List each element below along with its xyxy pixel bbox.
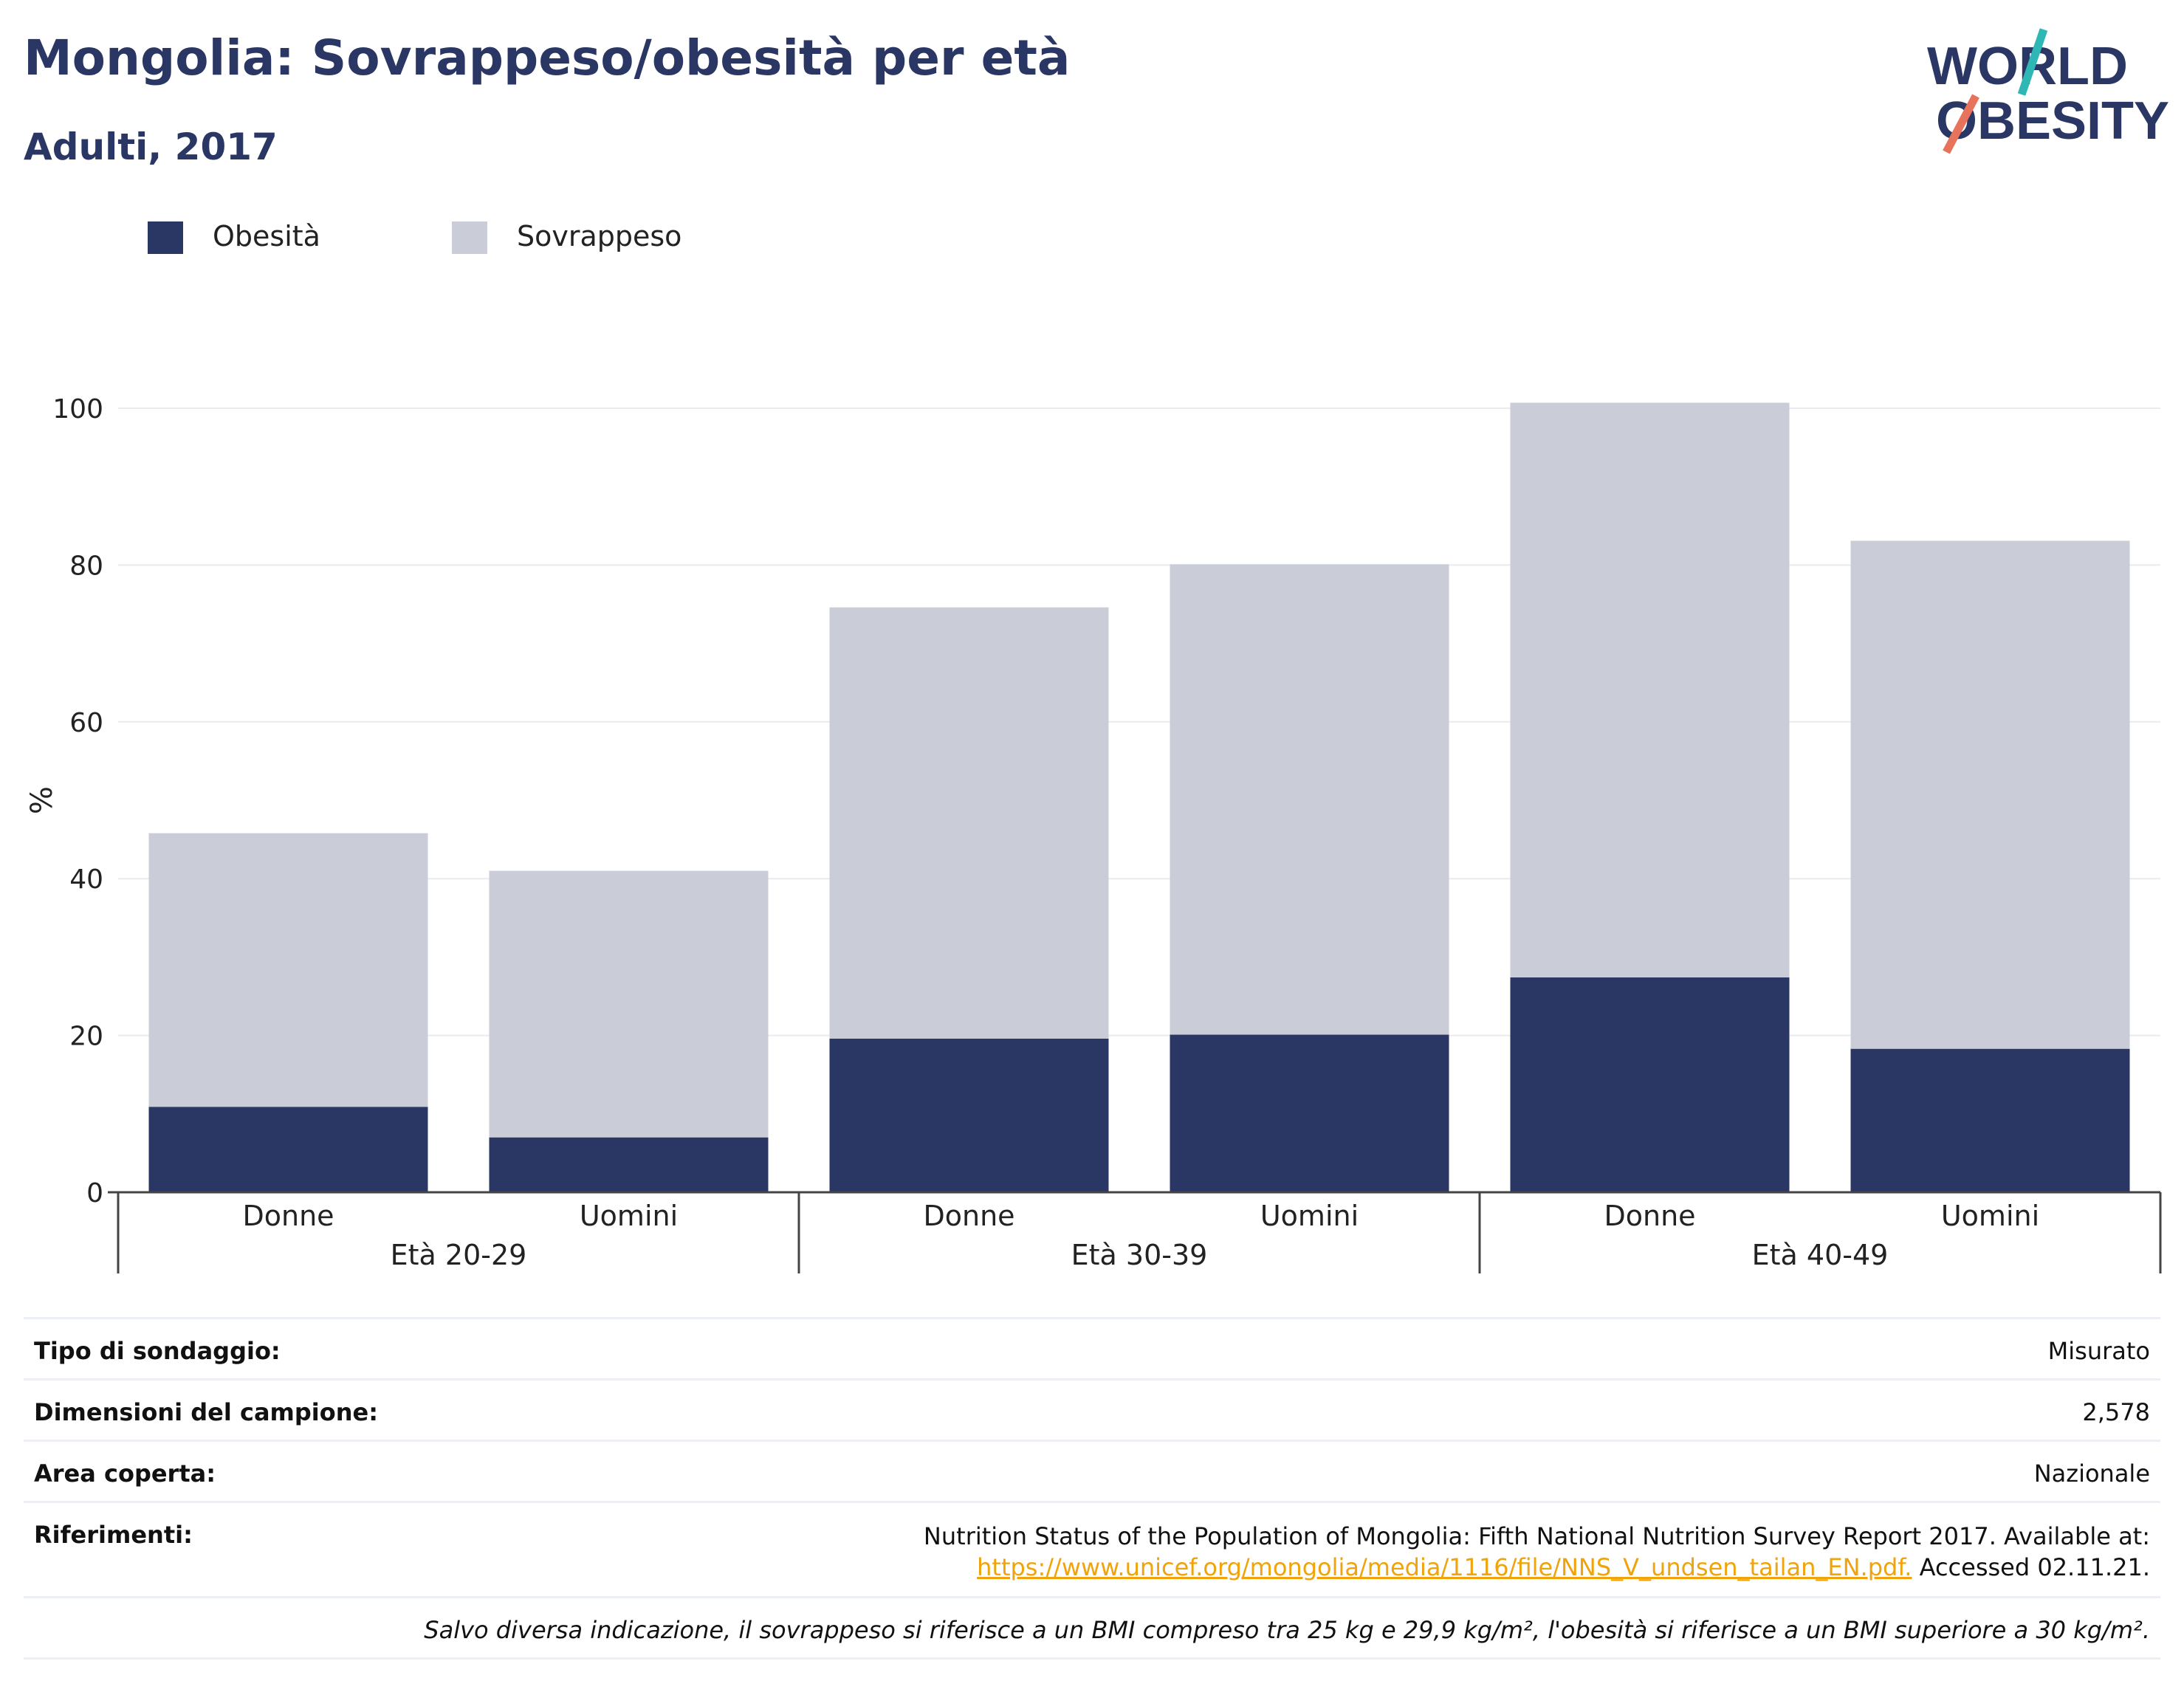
area-label: Area coperta: <box>34 1460 216 1488</box>
info-row-area: Area coperta: Nazionale <box>24 1440 2160 1501</box>
y-tick-label-80: 80 <box>69 551 103 581</box>
x-category-label-3: Uomini <box>1260 1200 1359 1232</box>
bar-obesity-1 <box>489 1137 769 1192</box>
references-link-line: https://www.unicef.org/mongolia/media/11… <box>924 1552 2150 1583</box>
bar-overweight-1 <box>489 870 769 1138</box>
bar-overweight-2 <box>829 607 1109 1039</box>
legend-label-obesity: Obesità <box>213 220 320 252</box>
x-group-label-1: Età 30-39 <box>1071 1239 1208 1271</box>
sample-size-value: 2,578 <box>2082 1398 2150 1426</box>
logo-slash-coral <box>1943 94 1979 154</box>
bar-obesity-3 <box>1170 1034 1449 1192</box>
references-link[interactable]: https://www.unicef.org/mongolia/media/11… <box>977 1553 1912 1581</box>
info-row-sample-size: Dimensioni del campione: 2,578 <box>24 1378 2160 1440</box>
survey-info-table: Tipo di sondaggio: Misurato Dimensioni d… <box>24 1317 2160 1660</box>
y-tick-label-40: 40 <box>69 864 103 895</box>
y-tick-label-20: 20 <box>69 1022 103 1052</box>
bar-obesity-5 <box>1850 1048 2130 1192</box>
references-label: Riferimenti: <box>34 1521 193 1549</box>
bar-obesity-4 <box>1510 977 1790 1192</box>
page-subtitle: Adulti, 2017 <box>24 126 278 168</box>
survey-type-label: Tipo di sondaggio: <box>34 1337 281 1365</box>
info-row-note: Salvo diversa indicazione, il sovrappeso… <box>24 1596 2160 1660</box>
bar-overweight-3 <box>1170 564 1449 1035</box>
legend-label-overweight: Sovrappeso <box>517 220 682 252</box>
sample-size-label: Dimensioni del campione: <box>34 1398 379 1426</box>
info-row-survey-type: Tipo di sondaggio: Misurato <box>24 1317 2160 1378</box>
y-axis-label: % <box>25 786 59 814</box>
info-row-references: Riferimenti: Nutrition Status of the Pop… <box>24 1501 2160 1596</box>
x-category-label-4: Donne <box>1604 1200 1695 1232</box>
legend-swatch-overweight <box>452 221 487 254</box>
y-tick-label-60: 60 <box>69 708 103 738</box>
references-accessed: Accessed 02.11.21. <box>1912 1553 2150 1581</box>
y-tick-label-100: 100 <box>52 394 103 424</box>
survey-type-value: Misurato <box>2047 1337 2150 1365</box>
x-category-label-1: Uomini <box>580 1200 678 1232</box>
stacked-bar-chart: 0 20 40 60 80 100% Donne Uomini Età 20-29 Donne Uo… <box>25 394 2162 1273</box>
bar-overweight-5 <box>1850 540 2130 1049</box>
world-obesity-logo: WORLD OBESITY <box>1927 28 2169 154</box>
y-tick-label-0: 0 <box>86 1178 103 1208</box>
logo-slash-teal <box>2017 28 2048 96</box>
legend-swatch-obesity <box>148 221 183 254</box>
x-group-label-0: Età 20-29 <box>391 1239 527 1271</box>
bar-overweight-0 <box>148 833 428 1107</box>
bar-overweight-4 <box>1510 402 1790 978</box>
x-category-label-2: Donne <box>923 1200 1014 1232</box>
bmi-definition-note: Salvo diversa indicazione, il sovrappeso… <box>424 1616 2150 1644</box>
x-group-label-2: Età 40-49 <box>1752 1239 1889 1271</box>
x-category-label-5: Uomini <box>1941 1200 2039 1232</box>
references-text: Nutrition Status of the Population of Mo… <box>923 1522 2150 1550</box>
references-value: Nutrition Status of the Population of Mo… <box>924 1521 2150 1583</box>
area-value: Nazionale <box>2033 1460 2150 1488</box>
bar-obesity-2 <box>829 1038 1109 1192</box>
bar-obesity-0 <box>148 1107 428 1192</box>
x-category-label-0: Donne <box>242 1200 334 1232</box>
page-title: Mongolia: Sovrappeso/obesità per età <box>24 30 1071 86</box>
